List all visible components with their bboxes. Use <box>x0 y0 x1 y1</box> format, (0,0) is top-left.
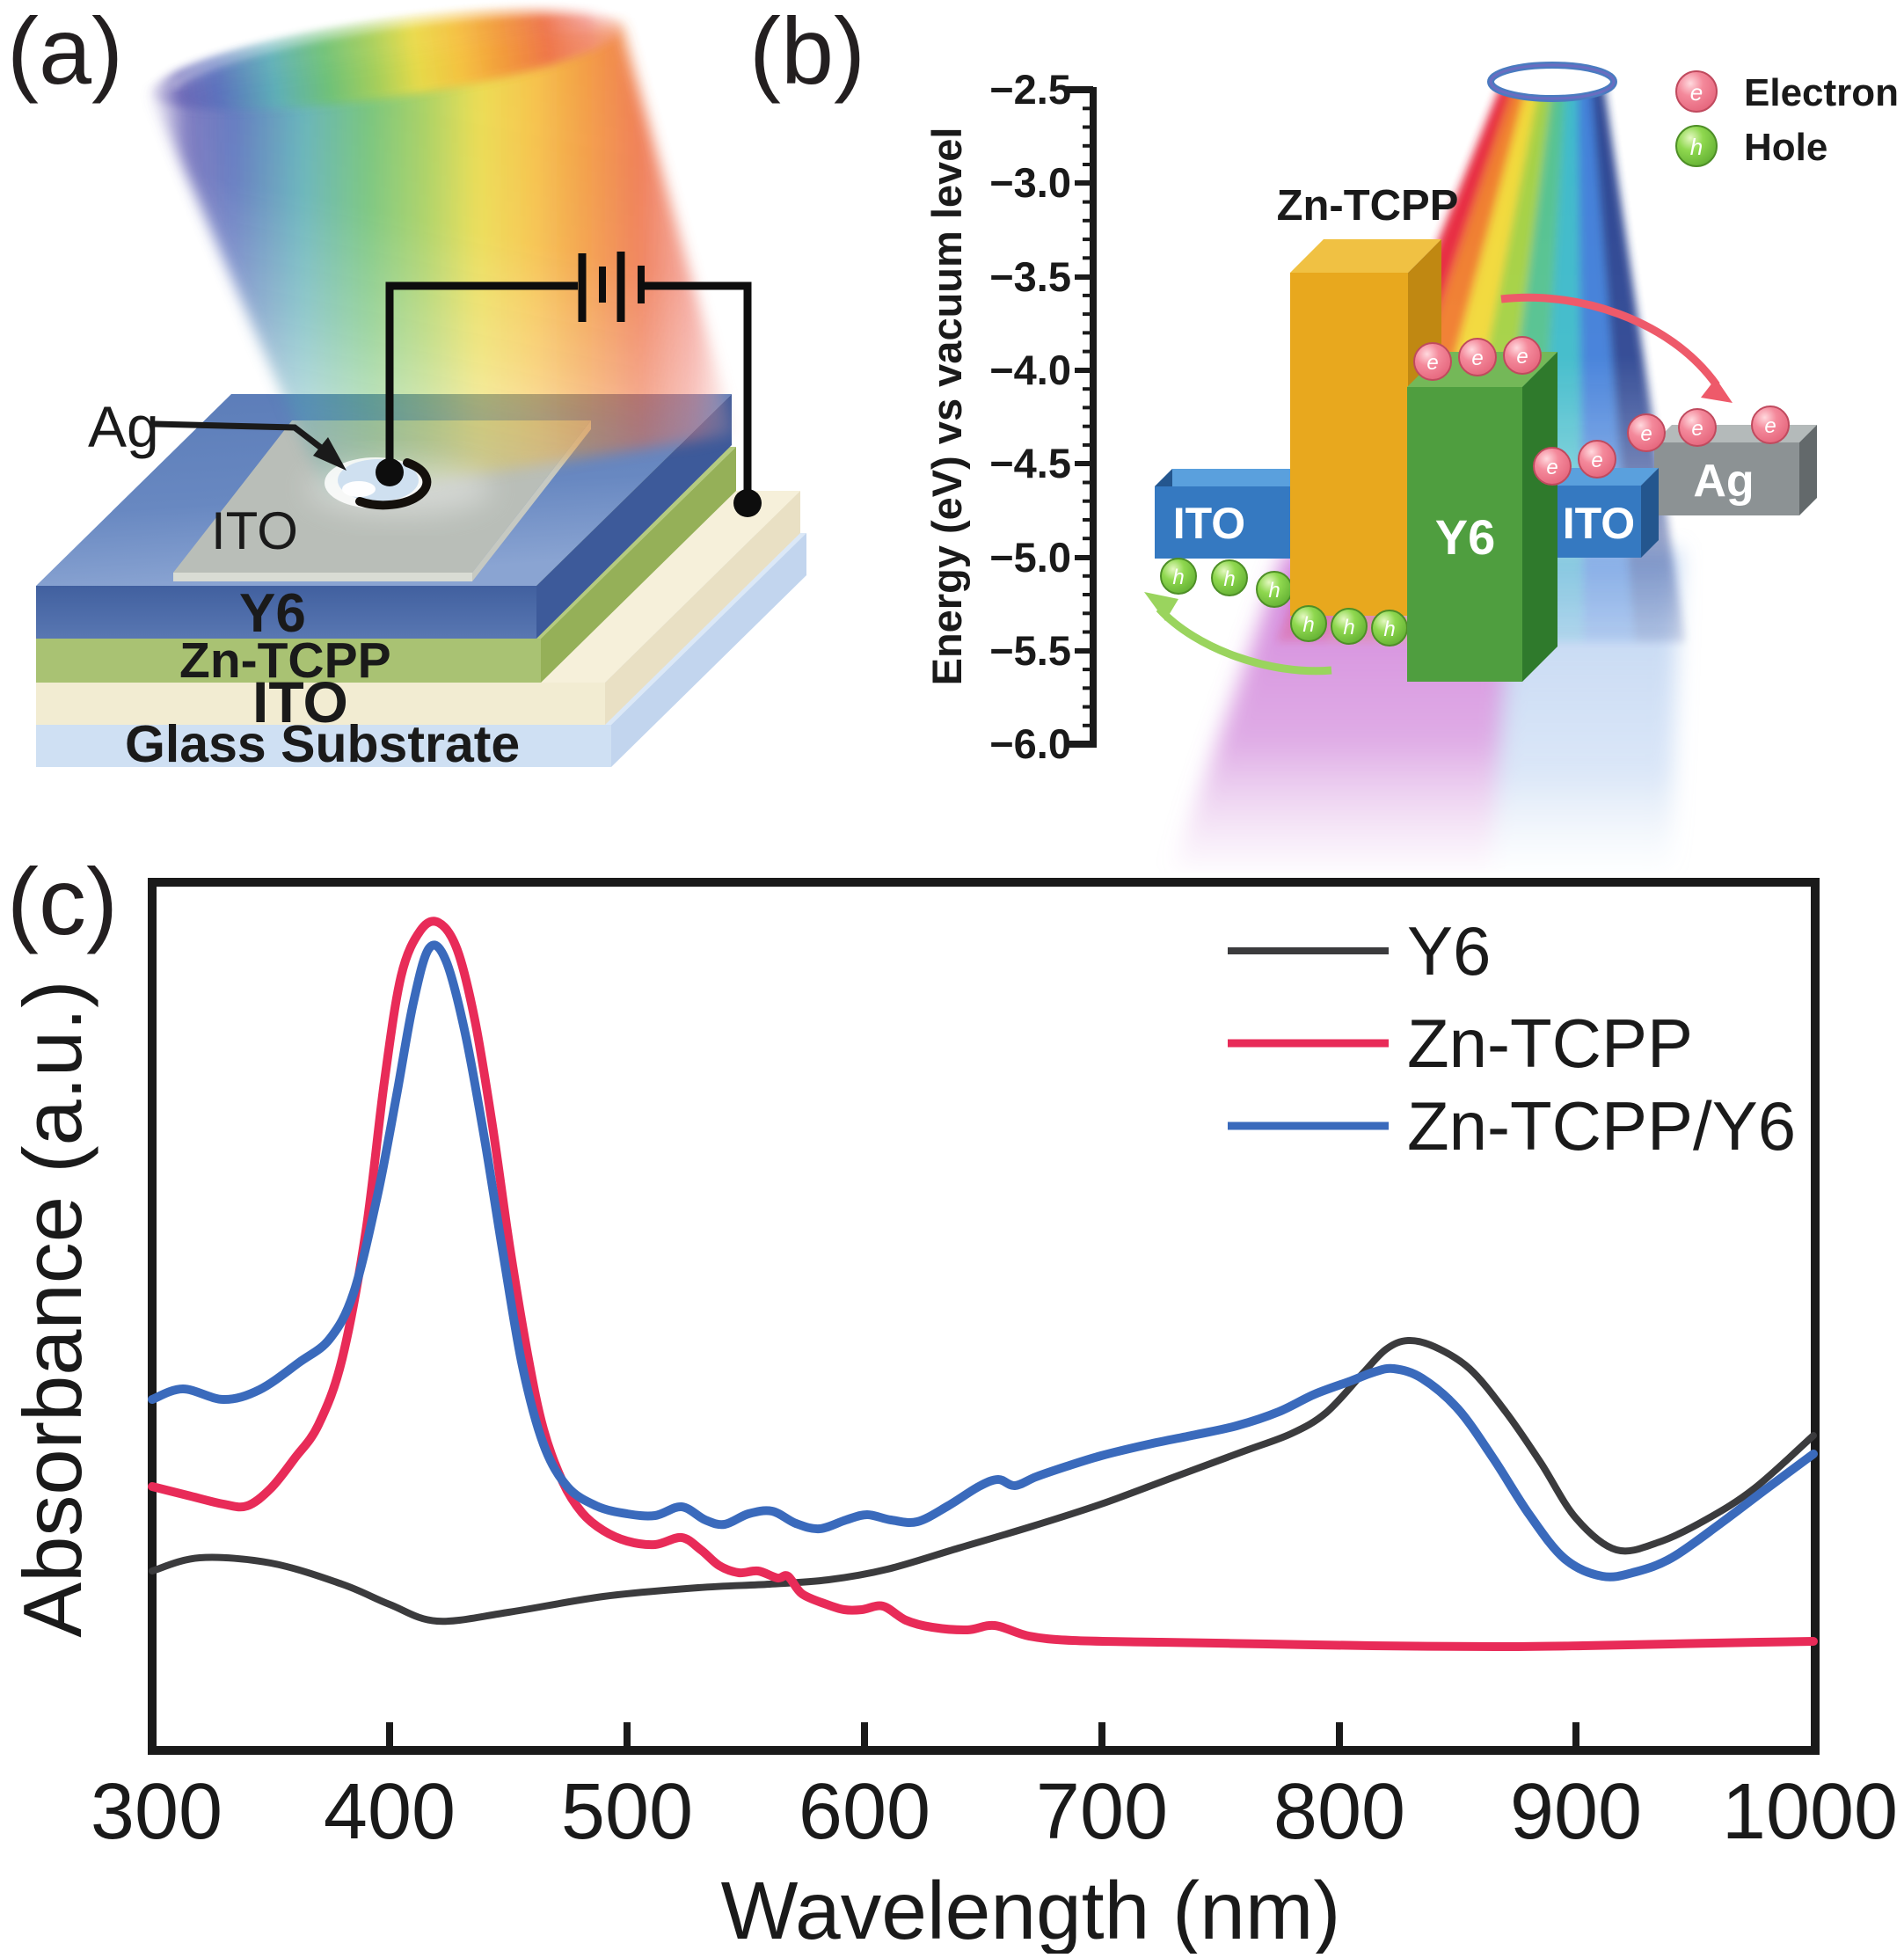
svg-text:Zn-TCPP: Zn-TCPP <box>179 632 391 689</box>
svg-text:(c): (c) <box>7 848 118 954</box>
svg-text:(a): (a) <box>7 0 123 104</box>
svg-text:400: 400 <box>324 1768 456 1856</box>
svg-text:e: e <box>1426 351 1438 375</box>
svg-text:Zn-TCPP: Zn-TCPP <box>1407 1005 1693 1082</box>
svg-text:ITO: ITO <box>252 669 348 734</box>
svg-text:ITO: ITO <box>1563 499 1635 548</box>
svg-text:h: h <box>1343 616 1354 639</box>
svg-text:−4.0: −4.0 <box>989 347 1071 393</box>
svg-text:e: e <box>1690 79 1703 106</box>
svg-text:(b): (b) <box>749 0 865 104</box>
svg-text:h: h <box>1223 567 1235 591</box>
svg-text:e: e <box>1764 414 1776 438</box>
svg-text:−3.5: −3.5 <box>989 253 1071 300</box>
svg-text:−5.0: −5.0 <box>989 534 1071 581</box>
svg-text:Y6: Y6 <box>1435 509 1496 565</box>
svg-text:h: h <box>1268 579 1280 603</box>
svg-text:h: h <box>1302 613 1314 637</box>
svg-text:h: h <box>1690 134 1703 160</box>
svg-text:−3.0: −3.0 <box>989 159 1071 206</box>
svg-text:Ag: Ag <box>88 394 159 459</box>
svg-text:Wavelength (nm): Wavelength (nm) <box>721 1865 1341 1954</box>
svg-text:h: h <box>1172 566 1184 589</box>
svg-text:e: e <box>1640 422 1652 446</box>
svg-text:ITO: ITO <box>1173 499 1245 548</box>
svg-text:e: e <box>1471 347 1483 370</box>
svg-text:Hole: Hole <box>1744 126 1827 169</box>
svg-text:Ag: Ag <box>1693 456 1754 507</box>
svg-text:Zn-TCPP: Zn-TCPP <box>1277 182 1459 230</box>
svg-text:−4.5: −4.5 <box>989 440 1071 486</box>
svg-text:−2.5: −2.5 <box>989 66 1071 113</box>
svg-text:Electron: Electron <box>1744 71 1899 114</box>
svg-text:600: 600 <box>799 1768 930 1856</box>
svg-text:Absorbance (a.u.): Absorbance (a.u.) <box>6 980 98 1637</box>
svg-text:Glass Substrate: Glass Substrate <box>125 715 520 773</box>
svg-text:Energy (eV) vs vacuum level: Energy (eV) vs vacuum level <box>923 128 970 686</box>
svg-text:e: e <box>1546 456 1557 479</box>
svg-text:e: e <box>1691 417 1703 441</box>
svg-text:h: h <box>1383 617 1395 641</box>
svg-text:Y6: Y6 <box>239 583 306 644</box>
svg-text:800: 800 <box>1273 1768 1405 1856</box>
svg-text:e: e <box>1591 449 1602 472</box>
svg-text:−5.5: −5.5 <box>989 627 1071 674</box>
svg-text:−6.0: −6.0 <box>989 720 1071 767</box>
svg-text:e: e <box>1516 345 1528 369</box>
svg-text:700: 700 <box>1036 1768 1168 1856</box>
svg-text:1000: 1000 <box>1722 1768 1898 1856</box>
svg-text:ITO: ITO <box>211 501 298 560</box>
svg-text:500: 500 <box>561 1768 693 1856</box>
svg-text:300: 300 <box>91 1768 222 1856</box>
svg-text:900: 900 <box>1510 1768 1642 1856</box>
svg-text:Y6: Y6 <box>1407 912 1491 990</box>
svg-text:Zn-TCPP/Y6: Zn-TCPP/Y6 <box>1407 1087 1796 1165</box>
